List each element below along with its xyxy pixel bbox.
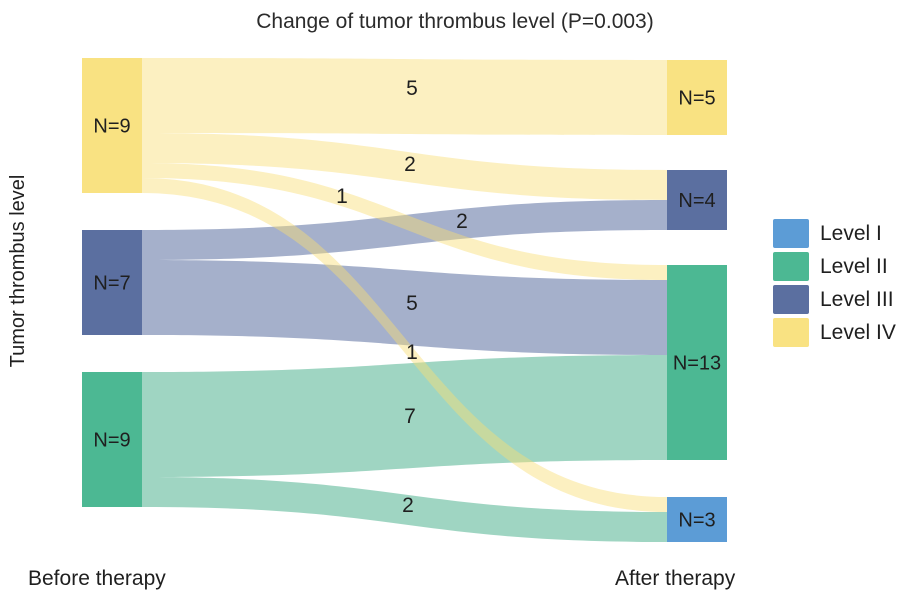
node-label-R2: N=13 — [673, 353, 721, 375]
flow-L3-R3 — [142, 200, 667, 260]
node-R4-level-iv — [667, 60, 727, 135]
legend-label-level-4: Level IV — [820, 321, 896, 344]
flow-L2-R1 — [142, 477, 667, 542]
flow-L4-R4 — [142, 58, 667, 135]
node-label-R3: N=4 — [678, 190, 715, 212]
legend: Level I Level II Level III Level IV — [773, 219, 896, 351]
flow-label-L4-R2: 1 — [336, 185, 348, 208]
x-label-after-therapy: After therapy — [615, 567, 736, 590]
legend-item-level-2: Level II — [773, 252, 896, 281]
node-R2-level-ii — [667, 265, 727, 460]
flow-L2-R2 — [142, 355, 667, 477]
node-R1-level-i — [667, 497, 727, 542]
node-R3-level-iii — [667, 170, 727, 230]
flow-label-L2-R1: 2 — [402, 494, 414, 517]
legend-label-level-1: Level I — [820, 222, 882, 245]
legend-item-level-1: Level I — [773, 219, 896, 248]
legend-label-level-2: Level II — [820, 255, 888, 278]
flow-label-L3-R3: 2 — [456, 210, 468, 233]
node-label-L3: N=7 — [93, 273, 130, 295]
node-label-R4: N=5 — [678, 88, 715, 110]
flow-label-L2-R2: 7 — [404, 405, 416, 428]
legend-swatch-level-3 — [773, 285, 809, 314]
flow-L4-R2 — [142, 163, 667, 280]
legend-item-level-4: Level IV — [773, 318, 896, 347]
flow-L4-R1 — [142, 178, 667, 512]
legend-item-level-3: Level III — [773, 285, 896, 314]
legend-swatch-level-4 — [773, 318, 809, 347]
chart-title: Change of tumor thrombus level (P=0.003) — [256, 10, 654, 33]
flow-label-L3-R2: 5 — [406, 292, 418, 315]
x-label-before-therapy: Before therapy — [28, 567, 166, 590]
legend-label-level-3: Level III — [820, 288, 894, 311]
node-L4-level-iv — [82, 58, 142, 193]
flow-label-L4-R1: 1 — [406, 341, 418, 364]
flow-label-L4-R3: 2 — [404, 153, 416, 176]
legend-swatch-level-2 — [773, 252, 809, 281]
flow-L3-R2 — [142, 260, 667, 355]
node-L2-level-ii — [82, 372, 142, 507]
flow-label-L4-R4: 5 — [406, 77, 418, 100]
node-L3-level-iii — [82, 230, 142, 335]
node-label-L2: N=9 — [93, 430, 130, 452]
legend-swatch-level-1 — [773, 219, 809, 248]
flow-L4-R3 — [142, 133, 667, 200]
node-label-L4: N=9 — [93, 116, 130, 138]
node-label-R1: N=3 — [678, 510, 715, 532]
